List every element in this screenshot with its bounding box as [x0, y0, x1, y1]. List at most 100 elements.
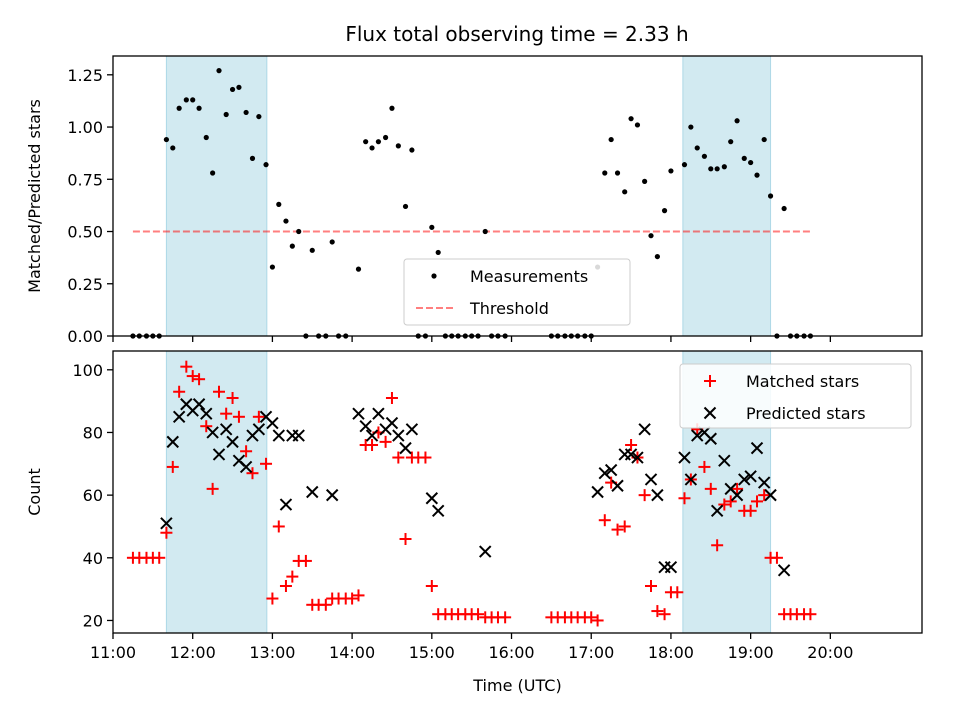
- measurement-point: [622, 189, 628, 195]
- matched-point: [724, 495, 737, 508]
- series-matched-stars: [126, 360, 817, 627]
- predicted-point-b: [392, 429, 405, 442]
- predicted-point: [166, 435, 179, 449]
- predicted-point-b: [365, 429, 379, 442]
- predicted-point: [399, 441, 412, 455]
- predicted-point: [644, 473, 658, 486]
- figure-title: Flux total observing time = 2.33 h: [345, 22, 688, 46]
- predicted-point: [392, 429, 405, 442]
- legend-box: [403, 258, 631, 326]
- predicted-point: [425, 492, 439, 505]
- matched-point: [160, 526, 173, 539]
- measurement-point: [668, 168, 674, 174]
- measurement-point: [654, 253, 660, 260]
- y-tick-label: 40: [83, 549, 103, 568]
- predicted-point-b: [259, 410, 273, 424]
- predicted-point: [704, 432, 717, 445]
- axes-frame: [112, 55, 923, 337]
- predicted-point-b: [730, 488, 744, 502]
- x-tick-label: 20:00: [807, 643, 853, 662]
- measurement-point: [256, 113, 262, 120]
- predicted-point: [226, 435, 239, 449]
- matched-point: [180, 360, 193, 373]
- predicted-point-b: [684, 473, 698, 486]
- predicted-point: [266, 416, 279, 430]
- predicted-point: [359, 419, 372, 433]
- matched-point: [399, 533, 412, 545]
- measurement-point: [714, 166, 720, 172]
- predicted-point: [279, 498, 293, 511]
- measurement-point: [482, 228, 488, 235]
- y-tick-label: 1.25: [67, 66, 103, 85]
- measurement-point: [269, 264, 276, 270]
- predicted-point-b: [777, 564, 791, 577]
- matched-point: [658, 608, 671, 621]
- predicted-point: [611, 479, 624, 492]
- measurement-point: [767, 193, 774, 199]
- predicted-point-b: [180, 398, 193, 411]
- predicted-point-b: [698, 426, 711, 439]
- measurement-point: [435, 249, 441, 256]
- series-measurements: [130, 68, 814, 339]
- predicted-point: [710, 504, 724, 518]
- predicted-point: [292, 429, 305, 442]
- predicted-point-b: [611, 479, 624, 492]
- matched-point: [698, 460, 711, 473]
- predicted-point-b: [604, 463, 618, 477]
- matched-point: [499, 611, 512, 624]
- predicted-point: [638, 423, 651, 436]
- predicted-point-b: [651, 488, 664, 502]
- predicted-point-b: [631, 451, 644, 464]
- measurement-point: [614, 170, 621, 176]
- measurement-point: [694, 145, 700, 151]
- measurement-point: [176, 105, 182, 111]
- predicted-point-b: [764, 488, 777, 502]
- matched-point: [213, 385, 226, 398]
- matched-point: [153, 551, 166, 564]
- matched-point: [638, 489, 651, 502]
- predicted-point-b: [664, 560, 678, 574]
- predicted-point: [272, 429, 285, 442]
- y-tick-label: 1.00: [67, 118, 103, 137]
- predicted-point-b: [710, 504, 724, 518]
- legend-label: Matched stars: [746, 372, 859, 391]
- matched-point: [718, 498, 731, 511]
- measurement-point: [409, 147, 415, 153]
- predicted-point: [431, 504, 445, 518]
- measurement-point: [642, 178, 648, 184]
- measurement-point: [781, 205, 787, 212]
- matched-point: [206, 482, 219, 495]
- predicted-point-b: [591, 485, 604, 499]
- predicted-point: [352, 407, 365, 420]
- y-tick-label: 80: [83, 423, 103, 442]
- y-tick-label: 20: [83, 611, 103, 630]
- x-tick-label: 17:00: [568, 643, 614, 662]
- predicted-point: [325, 488, 339, 502]
- predicted-point-b: [385, 416, 399, 430]
- matched-point: [591, 614, 604, 627]
- predicted-point: [744, 470, 757, 483]
- measurement-point: [276, 201, 282, 207]
- matched-point: [299, 554, 312, 567]
- x-tick-label: 16:00: [488, 643, 534, 662]
- axes-frame: [112, 350, 923, 634]
- predicted-point-b: [232, 454, 246, 467]
- predicted-point: [206, 426, 219, 439]
- matched-point: [625, 439, 638, 451]
- predicted-point: [684, 473, 698, 486]
- matched-point: [804, 608, 817, 621]
- predicted-point-b: [678, 451, 691, 464]
- predicted-point: [405, 423, 419, 436]
- measurement-point: [355, 266, 362, 272]
- predicted-point-b: [272, 429, 285, 442]
- predicted-point: [777, 564, 791, 577]
- axes-top: 0.00 0.25 0.50 0.75 1.00 1.25 Matched/Predicte…: [25, 55, 923, 346]
- y-axis-label: Matched/Predicted stars: [25, 99, 44, 293]
- predicted-point-b: [352, 407, 365, 420]
- matched-point: [246, 467, 259, 480]
- measurement-point: [681, 162, 688, 168]
- matched-point: [379, 435, 392, 448]
- predicted-point: [604, 463, 618, 477]
- matched-point: [598, 514, 611, 527]
